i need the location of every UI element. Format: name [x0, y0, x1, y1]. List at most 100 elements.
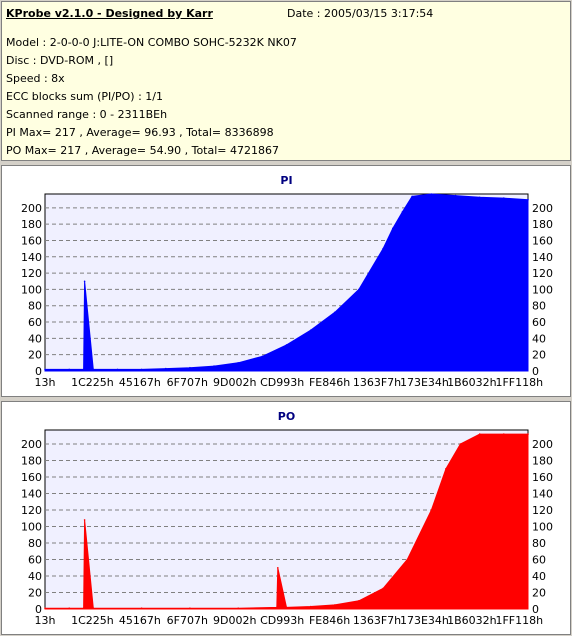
- y-tick-label-left: 40: [28, 332, 42, 345]
- data-point: [82, 368, 85, 371]
- y-tick-label-left: 160: [21, 234, 42, 247]
- x-tick-label: 45167h: [119, 614, 161, 627]
- y-tick-label-left: 200: [21, 438, 42, 451]
- x-tick-label: 9D002h: [213, 614, 256, 627]
- y-tick-label-right: 40: [532, 332, 546, 345]
- x-tick-label: 1FF118h: [495, 614, 543, 627]
- y-tick-label-left: 20: [28, 349, 42, 362]
- y-tick-label-left: 200: [21, 202, 42, 215]
- y-tick-label-left: 120: [21, 267, 42, 280]
- y-tick-label-right: 140: [532, 488, 553, 501]
- data-point: [116, 368, 119, 371]
- y-tick-label-left: 0: [35, 603, 42, 616]
- data-point: [478, 196, 481, 199]
- info-panel: KProbe v2.1.0 - Designed by Karr Date : …: [1, 1, 571, 161]
- y-tick-label-right: 200: [532, 202, 553, 215]
- x-tick-label: 13h: [35, 376, 56, 389]
- data-point: [92, 607, 95, 609]
- pi-chart: PI 0 0 20 20 40 40 60 60 80 80 100 100 120 120 140 140 16…: [21, 174, 553, 389]
- y-tick-label-right: 20: [532, 349, 546, 362]
- data-point: [478, 433, 481, 435]
- x-tick-label: 45167h: [119, 376, 161, 389]
- x-tick-label: 1363F7h: [353, 614, 401, 627]
- y-tick-label-right: 80: [532, 300, 546, 313]
- data-point: [82, 607, 85, 609]
- y-tick-label-left: 80: [28, 537, 42, 550]
- y-tick-label-right: 160: [532, 234, 553, 247]
- data-point: [392, 227, 394, 230]
- data-point: [358, 288, 360, 291]
- data-point: [382, 247, 384, 250]
- y-tick-label-right: 80: [532, 537, 546, 550]
- data-point: [68, 607, 70, 609]
- data-point: [237, 607, 239, 609]
- x-tick-label: 1363F7h: [353, 376, 401, 389]
- x-tick-label: 173E34h: [400, 376, 449, 389]
- y-tick-label-left: 40: [28, 570, 42, 583]
- data-point: [459, 443, 462, 445]
- pi-chart-panel: PI 0 0 20 20 40 40 60 60 80 80 100 100 120 120 140 140 16…: [1, 165, 571, 397]
- y-tick-label-left: 0: [35, 365, 42, 378]
- x-tick-label: 1FF118h: [495, 376, 543, 389]
- y-tick-label-left: 100: [21, 521, 42, 534]
- data-point: [189, 366, 191, 369]
- data-point: [140, 368, 143, 371]
- y-tick-label-left: 60: [28, 554, 42, 567]
- x-tick-label: 1B6032h: [447, 376, 497, 389]
- data-point: [92, 368, 95, 371]
- y-tick-label-right: 140: [532, 251, 553, 264]
- x-tick-label: 1C225h: [71, 376, 114, 389]
- data-point: [406, 558, 409, 561]
- data-point: [334, 604, 336, 606]
- data-point: [165, 367, 167, 370]
- data-point: [261, 355, 264, 358]
- data-point: [309, 605, 312, 608]
- data-point: [527, 198, 529, 201]
- data-point: [213, 365, 215, 367]
- po-chart: PO 0 0 20 20 40 40 60 60 80 80 100 100 120 120 140 140 16…: [21, 410, 553, 627]
- y-tick-label-right: 100: [532, 521, 553, 534]
- model-line: Model : 2-0-0-0 J:LITE-ON COMBO SOHC-523…: [6, 36, 297, 49]
- data-point: [430, 193, 433, 195]
- y-tick-label-right: 200: [532, 438, 553, 451]
- data-point: [44, 368, 46, 371]
- y-tick-label-right: 120: [532, 267, 553, 280]
- data-point: [382, 587, 384, 590]
- data-point: [411, 195, 413, 198]
- data-point: [454, 194, 457, 197]
- y-tick-label-right: 160: [532, 471, 553, 484]
- y-tick-label-left: 80: [28, 300, 42, 313]
- data-point: [503, 433, 505, 435]
- data-point: [277, 567, 279, 569]
- data-point: [309, 329, 312, 331]
- data-point: [527, 433, 529, 435]
- data-point: [68, 368, 70, 371]
- y-tick-label-right: 0: [532, 603, 539, 616]
- data-point: [44, 607, 46, 609]
- chart-title: PO: [278, 410, 295, 423]
- y-tick-label-right: 0: [532, 365, 539, 378]
- x-tick-label: FE846h: [309, 376, 350, 389]
- x-tick-label: 1C225h: [71, 614, 114, 627]
- data-point: [334, 311, 336, 314]
- y-tick-label-right: 20: [532, 587, 546, 600]
- data-point: [276, 606, 278, 609]
- chart-title: PI: [280, 174, 292, 187]
- scan-date: Date : 2005/03/15 3:17:54: [287, 7, 434, 20]
- data-point: [83, 280, 86, 283]
- y-tick-label-left: 140: [21, 488, 42, 501]
- data-point: [445, 468, 447, 470]
- data-point: [285, 344, 288, 346]
- speed-line: Speed : 8x: [6, 72, 65, 85]
- app-title: KProbe v2.1.0 - Designed by Karr: [6, 7, 213, 20]
- y-tick-label-right: 180: [532, 455, 553, 468]
- x-tick-label: CD993h: [260, 376, 304, 389]
- data-point: [237, 362, 239, 364]
- y-tick-label-right: 100: [532, 283, 553, 296]
- data-point: [401, 211, 404, 213]
- x-tick-label: CD993h: [260, 614, 304, 627]
- y-tick-label-right: 180: [532, 218, 553, 231]
- x-tick-label: 173E34h: [400, 614, 449, 627]
- y-tick-label-left: 180: [21, 455, 42, 468]
- series-area: [44, 193, 529, 372]
